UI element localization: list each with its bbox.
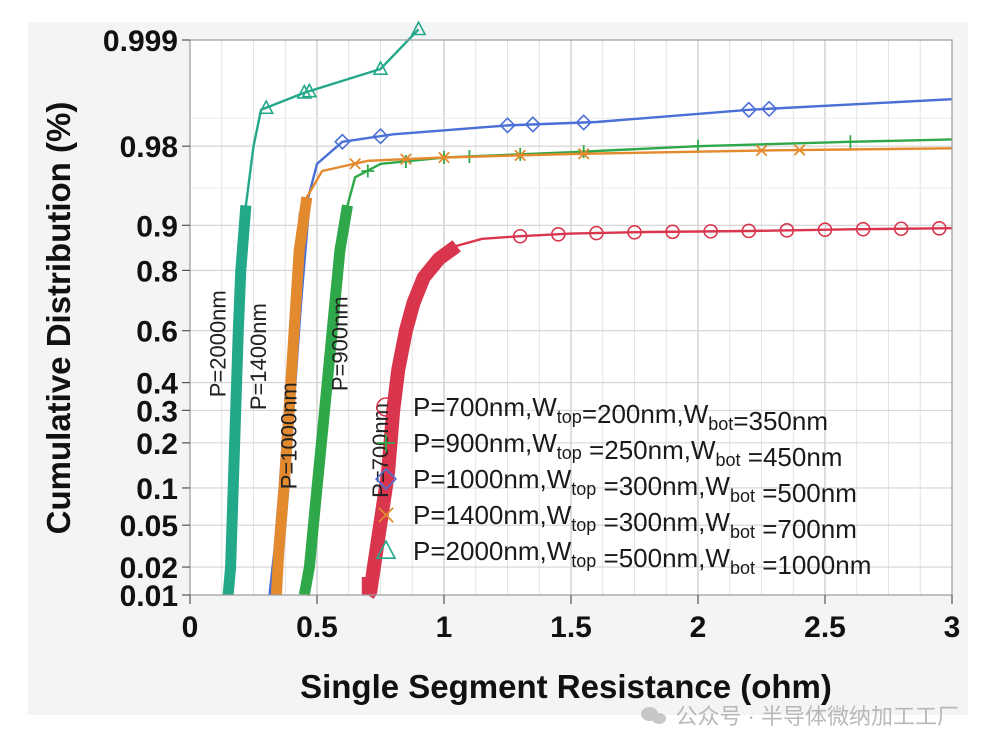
grid: [190, 39, 952, 596]
series-marker: [817, 222, 833, 238]
series-marker: [779, 223, 795, 238]
series-marker: [589, 225, 604, 241]
y-axis-ticks: 0.010.02 0.05 0.1 0.20.30.4 0.6 0.8 0.9 0.98 0.9…: [103, 25, 190, 613]
y-tick-label: 0.9: [136, 210, 178, 243]
series-marker: [334, 133, 351, 151]
series-marker: [514, 149, 527, 162]
x-tick-label: 3: [944, 611, 961, 644]
series-marker: [349, 158, 361, 170]
series-marker: [931, 221, 947, 236]
y-tick-label: 0.2: [136, 428, 178, 461]
x-tick-label: 2.5: [804, 611, 846, 644]
series-marker: [399, 154, 413, 168]
series-x: [270, 144, 953, 596]
watermark-text: 公众号 · 半导体微纳加工工厂: [675, 704, 959, 729]
series-marker: [258, 99, 275, 115]
series-line: [226, 28, 420, 596]
curve-label: P=900nm: [327, 296, 352, 391]
curve-label: P=1000nm: [277, 382, 302, 489]
legend-entry-text: P=1400nm,Wtop =300nm,Wbot =700nm: [413, 500, 857, 544]
x-tick-label: 2: [690, 611, 707, 644]
y-tick-label: 0.4: [136, 368, 178, 401]
curve-label: P=700nm: [368, 403, 393, 498]
series-marker: [301, 82, 318, 98]
series-marker: [372, 60, 389, 76]
y-tick-label: 0.6: [136, 316, 178, 349]
series-marker: [577, 145, 591, 159]
series-marker: [703, 224, 719, 239]
series-circle: [361, 221, 953, 599]
series-marker: [843, 135, 857, 149]
series-triangle: [222, 20, 427, 596]
y-tick-label: 0.02: [120, 552, 178, 585]
y-tick-label: 0.05: [120, 510, 178, 543]
x-tick-label: 1: [436, 611, 453, 644]
legend-marker: [377, 434, 395, 452]
legend-marker: [376, 397, 396, 417]
y-axis-label: Cumulative Distribution (%): [40, 102, 77, 535]
legend: P=700nm,Wtop=200nm,Wbot=350nmP=900nm,Wto…: [374, 392, 871, 580]
series-marker: [512, 228, 528, 244]
series-marker: [410, 20, 427, 36]
series-marker: [575, 114, 592, 131]
y-tick-label: 0.1: [136, 473, 178, 506]
y-tick-label: 0.8: [136, 255, 178, 288]
series-marker: [755, 144, 768, 157]
series-marker: [740, 101, 758, 119]
series-marker: [665, 224, 680, 240]
series-marker: [524, 116, 542, 133]
x-axis-label: Single Segment Resistance (ohm): [300, 668, 832, 705]
watermark: 公众号 · 半导体微纳加工工厂: [641, 699, 959, 731]
legend-entry-text: P=700nm,Wtop=200nm,Wbot=350nm: [413, 392, 828, 436]
series-marker: [296, 83, 313, 99]
series-line: [275, 147, 953, 596]
x-tick-label: 0.5: [296, 611, 338, 644]
series-marker: [372, 127, 389, 145]
series-marker: [760, 100, 778, 118]
y-tick-label: 0.3: [136, 395, 178, 428]
series-line: [366, 227, 953, 596]
y-tick-label: 0.98: [120, 131, 178, 164]
series-marker: [741, 223, 757, 239]
series-marker: [438, 151, 450, 164]
series-marker: [893, 221, 909, 237]
legend-entry-text: P=900nm,Wtop =250nm,Wbot =450nm: [413, 428, 842, 472]
curve-label: P=1400nm: [246, 303, 271, 410]
x-axis-ticks: 0 0.5 1 1.5 2 2.5 3: [182, 595, 961, 644]
legend-entry-text: P=2000nm,Wtop =500nm,Wbot =1000nm: [413, 536, 871, 580]
legend-marker: [374, 467, 398, 491]
series-marker: [361, 164, 375, 178]
legend-marker: [375, 539, 397, 559]
legend-marker: [378, 507, 394, 523]
y-tick-label: 0.999: [103, 25, 178, 58]
series-marker: [577, 147, 590, 160]
y-tick-label: 0.01: [120, 580, 178, 613]
series-marker: [793, 144, 806, 156]
series-layer: [222, 20, 953, 599]
series-marker: [855, 221, 871, 237]
series-marker: [627, 225, 642, 240]
series-marker: [499, 117, 516, 134]
series-marker: [400, 153, 412, 166]
legend-entry-text: P=1000nm,Wtop =300nm,Wbot =500nm: [413, 464, 857, 508]
x-tick-label: 0: [182, 611, 199, 644]
curve-label: P=2000nm: [206, 290, 231, 397]
series-marker: [550, 227, 566, 242]
wechat-icon: [641, 705, 667, 725]
x-tick-label: 1.5: [550, 611, 592, 644]
series-line: [303, 138, 953, 596]
